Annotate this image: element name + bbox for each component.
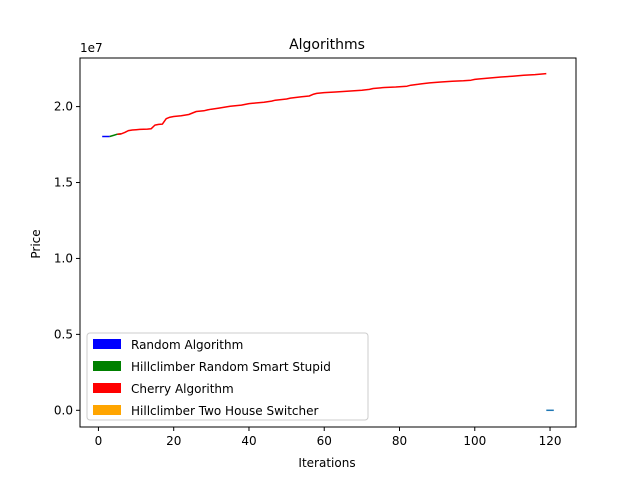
- x-tick-label: 60: [317, 434, 332, 448]
- y-tick-label: 1.0: [54, 251, 73, 265]
- y-tick-label: 0.0: [54, 403, 73, 417]
- x-tick-label: 20: [166, 434, 181, 448]
- x-tick-label: 80: [392, 434, 407, 448]
- legend-swatch: [93, 383, 121, 393]
- y-tick-label: 0.5: [54, 327, 73, 341]
- y-tick-label: 2.0: [54, 100, 73, 114]
- legend-label: Cherry Algorithm: [131, 382, 234, 396]
- legend-swatch: [93, 361, 121, 371]
- legend-label: Random Algorithm: [131, 338, 243, 352]
- legend-label: Hillclimber Two House Switcher: [131, 404, 319, 418]
- legend-swatch: [93, 339, 121, 349]
- x-tick-label: 40: [241, 434, 256, 448]
- y-axis-offset-text: 1e7: [80, 41, 103, 55]
- legend-swatch: [93, 405, 121, 415]
- y-tick-label: 1.5: [54, 176, 73, 190]
- x-tick-label: 100: [463, 434, 486, 448]
- series-line-2: [117, 72, 547, 135]
- legend-box: [86, 332, 369, 421]
- axes-frame: [79, 57, 577, 428]
- series-layer: [102, 72, 554, 412]
- legend-label: Hillclimber Random Smart Stupid: [131, 360, 331, 374]
- x-tick-label: 0: [95, 434, 103, 448]
- y-axis-label: Price: [29, 229, 43, 258]
- x-tick-label: 120: [539, 434, 562, 448]
- plot-area: 0 20 40 60 80 100 120 0.0 0.5 1.0 1.5 2.0: [54, 57, 577, 448]
- x-axis-label: Iterations: [298, 456, 355, 470]
- legend: Random Algorithm Hillclimber Random Smart…: [86, 332, 369, 421]
- tick-layer: 0 20 40 60 80 100 120 0.0 0.5 1.0 1.5 2.0: [54, 100, 562, 448]
- chart-title: Algorithms: [289, 37, 365, 53]
